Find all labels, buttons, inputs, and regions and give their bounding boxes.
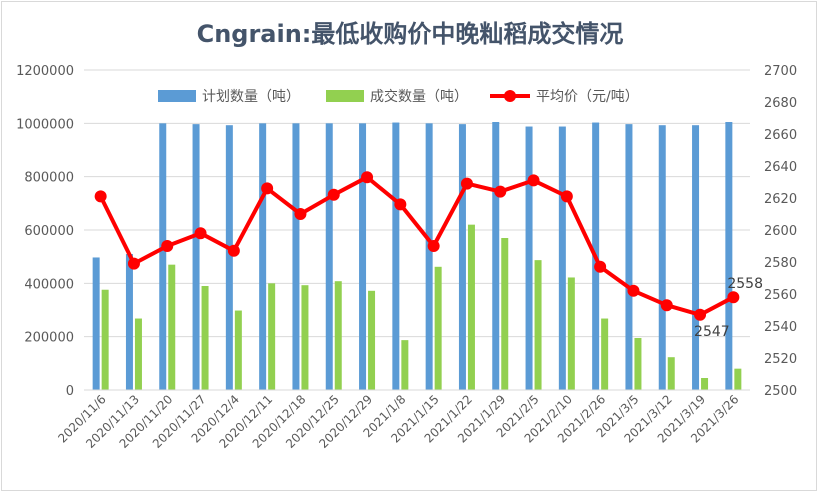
bar-plan bbox=[458, 124, 466, 390]
price-point bbox=[660, 299, 673, 312]
y-right-tick-label: 2500 bbox=[764, 384, 797, 399]
y-right-tick-label: 2660 bbox=[764, 128, 797, 143]
y-right-tick-label: 2520 bbox=[764, 352, 797, 367]
bar-plan bbox=[292, 123, 300, 390]
price-line bbox=[98, 175, 735, 317]
price-point bbox=[227, 244, 240, 257]
bar-deal bbox=[467, 224, 475, 390]
y-left-tick-label: 400000 bbox=[24, 277, 74, 292]
bar-deal bbox=[534, 260, 542, 390]
price-point bbox=[427, 240, 440, 252]
bar-plan bbox=[725, 122, 733, 390]
price-point bbox=[361, 171, 374, 184]
bar-plan bbox=[192, 124, 200, 390]
y-right-tick-label: 2560 bbox=[764, 288, 797, 303]
bar-deal bbox=[567, 277, 575, 390]
bar-deal bbox=[101, 289, 109, 390]
bar-plan bbox=[325, 123, 333, 390]
bar-deal bbox=[168, 264, 176, 390]
y-right-tick-label: 2640 bbox=[764, 160, 797, 175]
price-point bbox=[94, 190, 107, 203]
bar-deal bbox=[301, 285, 309, 390]
bar-plan bbox=[558, 126, 566, 391]
bar-deal bbox=[268, 283, 276, 390]
y-left-tick-label: 1000000 bbox=[16, 117, 74, 132]
bar-deal bbox=[234, 310, 242, 390]
price-point bbox=[194, 227, 207, 240]
legend-swatch-price-marker bbox=[504, 90, 516, 102]
y-right-tick-label: 2620 bbox=[764, 192, 797, 207]
bar-plan bbox=[492, 122, 500, 390]
bar-deal bbox=[601, 318, 609, 390]
price-point bbox=[527, 174, 540, 187]
bar-deal bbox=[667, 357, 675, 390]
price-point bbox=[694, 308, 707, 321]
bar-deal bbox=[701, 378, 709, 390]
bar-plan bbox=[359, 123, 367, 390]
price-point bbox=[327, 188, 340, 201]
chart-title: Cngrain:最低收购价中晚籼稻成交情况 bbox=[196, 20, 624, 48]
price-point bbox=[727, 291, 740, 304]
bar-deal bbox=[134, 318, 142, 390]
price-point bbox=[394, 198, 407, 211]
bar-plan bbox=[658, 125, 666, 390]
bar-deal bbox=[501, 238, 509, 390]
y-right-tick-label: 2580 bbox=[764, 256, 797, 271]
price-point bbox=[494, 185, 507, 198]
price-data-label: 2547 bbox=[694, 324, 730, 340]
bar-plan bbox=[159, 123, 167, 390]
y-right-tick-label: 2680 bbox=[764, 96, 797, 111]
bar-plan bbox=[392, 122, 400, 391]
y-left-tick-label: 1200000 bbox=[16, 64, 74, 79]
bar-deal bbox=[201, 286, 209, 390]
y-right-tick-label: 2540 bbox=[764, 320, 797, 335]
legend-swatch-deal bbox=[326, 90, 364, 102]
price-point bbox=[294, 208, 307, 220]
bar-deal bbox=[634, 338, 642, 390]
y-left-tick-label: 200000 bbox=[24, 331, 74, 346]
bar-plan bbox=[692, 125, 700, 390]
y-left-tick-label: 800000 bbox=[24, 171, 74, 186]
bar-plan bbox=[125, 254, 133, 390]
price-point bbox=[560, 190, 573, 203]
bar-plan bbox=[625, 124, 633, 390]
bar-deal bbox=[368, 290, 376, 390]
bar-deal bbox=[434, 266, 442, 390]
legend-label-deal: 成交数量（吨） bbox=[370, 88, 468, 105]
legend-swatch-plan bbox=[158, 90, 196, 102]
legend-label-plan: 计划数量（吨） bbox=[202, 89, 300, 105]
bar-plan bbox=[225, 125, 233, 390]
price-point bbox=[261, 182, 274, 195]
bar-deal bbox=[734, 368, 742, 390]
y-left-tick-label: 600000 bbox=[24, 224, 74, 239]
price-point bbox=[594, 260, 607, 273]
bar-plan bbox=[259, 123, 267, 390]
bar-deal bbox=[401, 340, 409, 390]
price-point bbox=[127, 257, 140, 270]
y-left-tick-label: 0 bbox=[66, 384, 74, 399]
price-point bbox=[460, 177, 473, 190]
legend-label-price: 平均价（元/吨） bbox=[536, 89, 639, 105]
bar-plan bbox=[425, 123, 433, 390]
y-right-tick-label: 2700 bbox=[764, 64, 797, 79]
bar-plan bbox=[92, 257, 100, 390]
bar-deal bbox=[334, 281, 342, 390]
price-point bbox=[161, 240, 174, 252]
price-point bbox=[627, 284, 640, 297]
price-data-label: 2558 bbox=[727, 276, 763, 292]
y-right-tick-label: 2600 bbox=[764, 224, 797, 239]
bar-plan bbox=[525, 126, 533, 391]
